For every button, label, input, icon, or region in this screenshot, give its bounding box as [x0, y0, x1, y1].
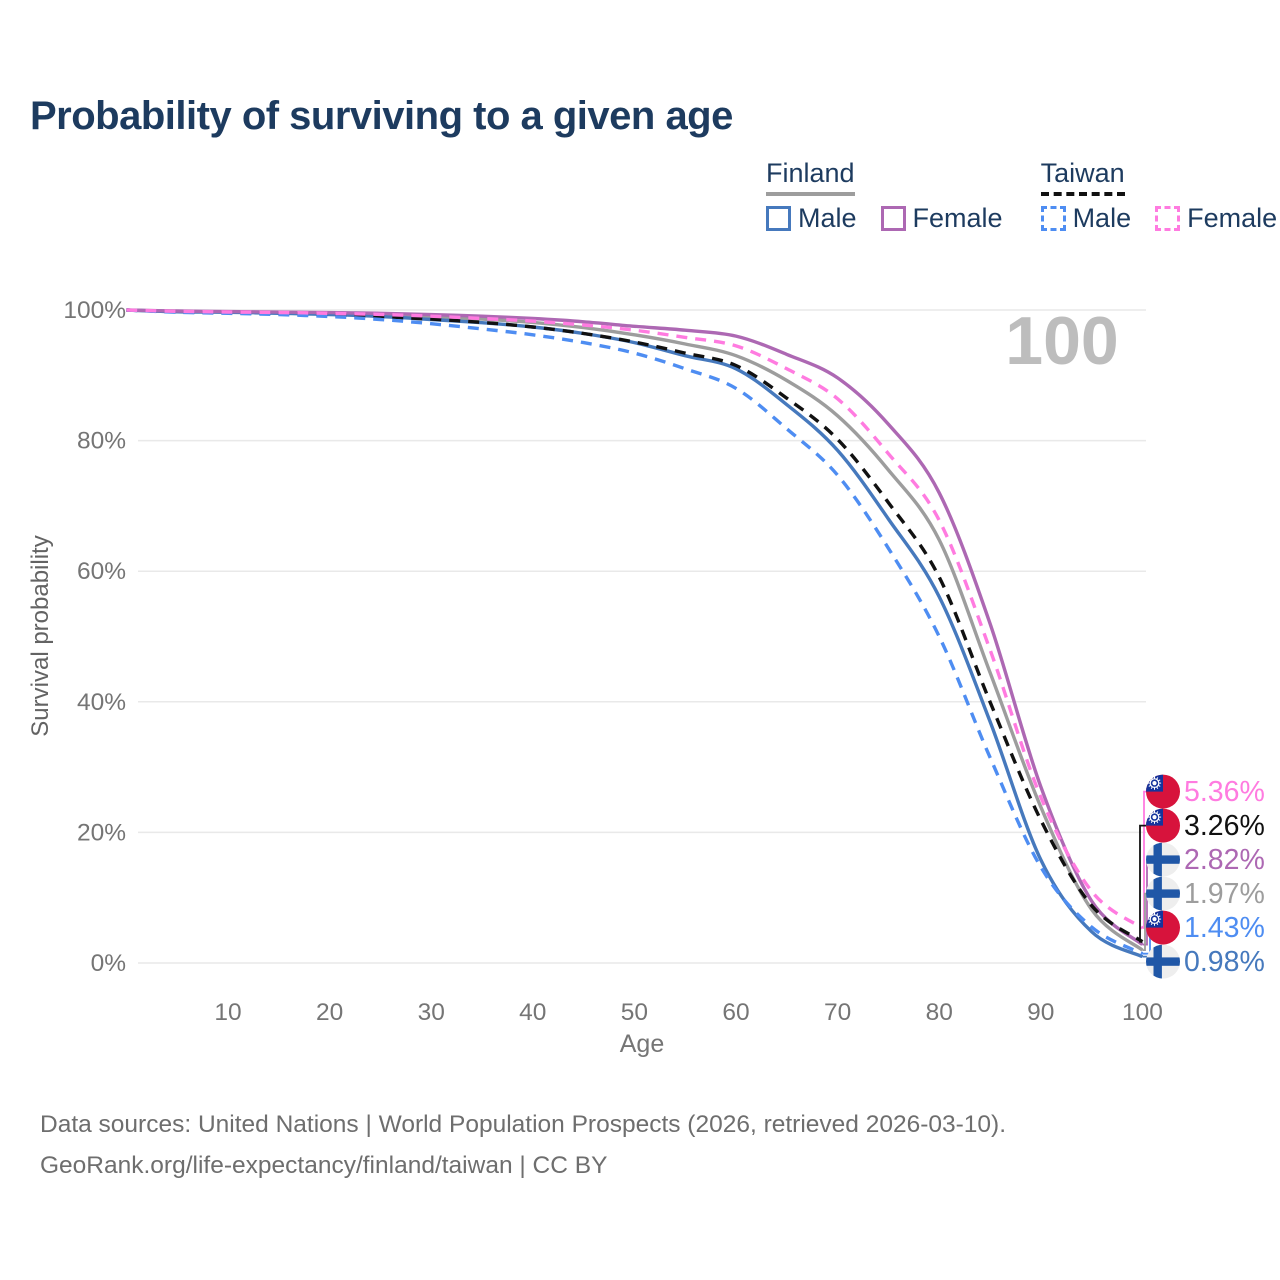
legend-country-label: Taiwan — [1040, 158, 1125, 196]
taiwan-flag-icon — [1146, 910, 1180, 945]
series-line-finland_male[interactable] — [126, 308, 1144, 959]
x-tick-label: 90 — [1027, 999, 1054, 1026]
taiwan-flag-icon — [1146, 808, 1180, 843]
legend-item-finland-female[interactable]: Female — [880, 203, 1003, 234]
y-tick-label: 80% — [77, 428, 126, 455]
taiwan-flag-icon — [1146, 774, 1180, 809]
y-axis-title: Survival probability — [27, 535, 54, 736]
y-tick-label: 20% — [77, 819, 126, 846]
footer-link: GeoRank.org/life-expectancy/finland/taiw… — [40, 1152, 608, 1179]
finland-flag-icon — [1146, 944, 1180, 979]
y-tick-label: 0% — [91, 950, 126, 977]
x-tick-label: 60 — [722, 999, 749, 1026]
x-tick-label: 50 — [621, 999, 648, 1026]
x-tick-label: 20 — [316, 999, 343, 1026]
footer-sources: Data sources: United Nations | World Pop… — [40, 1111, 1007, 1138]
series-line-finland_female[interactable] — [126, 308, 1144, 946]
end-label-finland_female: 2.82% — [1184, 844, 1265, 876]
x-tick-label: 10 — [214, 999, 241, 1026]
end-label-taiwan_total: 3.26% — [1184, 810, 1265, 842]
end-label-taiwan_female: 5.36% — [1184, 776, 1265, 808]
y-tick-label: 100% — [63, 297, 126, 324]
legend-swatch — [880, 206, 906, 231]
end-label-finland_male: 0.98% — [1184, 946, 1265, 978]
legend-country-label: Finland — [766, 158, 855, 196]
legend-item-label: Female — [912, 203, 1003, 233]
page-title: Probability of surviving to a given age — [30, 94, 733, 138]
x-tick-label: 80 — [926, 999, 953, 1026]
legend-group-taiwan: Taiwan Male Female — [1040, 158, 1277, 234]
x-tick-label: 70 — [824, 999, 851, 1026]
legend-swatch — [1155, 206, 1181, 231]
legend-swatch — [766, 206, 791, 231]
series-line-finland_total[interactable] — [126, 308, 1144, 952]
footer: Data sources: United Nations | World Pop… — [40, 1104, 1006, 1186]
legend-item-label: Male — [798, 203, 857, 233]
series-line-taiwan_male[interactable] — [126, 308, 1144, 956]
legend-swatch — [1040, 206, 1066, 231]
y-tick-label: 40% — [77, 689, 126, 716]
end-label-finland_total: 1.97% — [1184, 878, 1265, 910]
finland-flag-icon — [1146, 876, 1180, 911]
end-label-taiwan_male: 1.43% — [1184, 912, 1265, 944]
legend-item-finland-male[interactable]: Male — [766, 203, 857, 234]
legend-item-taiwan-female[interactable]: Female — [1155, 203, 1277, 234]
x-tick-label: 40 — [519, 999, 546, 1026]
legend: Finland Male Female Taiwan Male Female — [766, 158, 1277, 234]
age-watermark: 100 — [1005, 303, 1118, 379]
x-tick-label: 30 — [418, 999, 445, 1026]
series-line-taiwan_female[interactable] — [126, 308, 1144, 930]
x-tick-label: 100 — [1122, 999, 1163, 1026]
y-tick-label: 60% — [77, 558, 126, 585]
legend-group-finland: Finland Male Female — [766, 158, 1003, 234]
legend-item-label: Female — [1187, 203, 1278, 233]
legend-item-taiwan-male[interactable]: Male — [1040, 203, 1132, 234]
legend-item-label: Male — [1072, 203, 1132, 233]
x-axis-title: Age — [620, 1030, 664, 1058]
series-line-taiwan_total[interactable] — [126, 308, 1144, 944]
finland-flag-icon — [1146, 842, 1180, 877]
